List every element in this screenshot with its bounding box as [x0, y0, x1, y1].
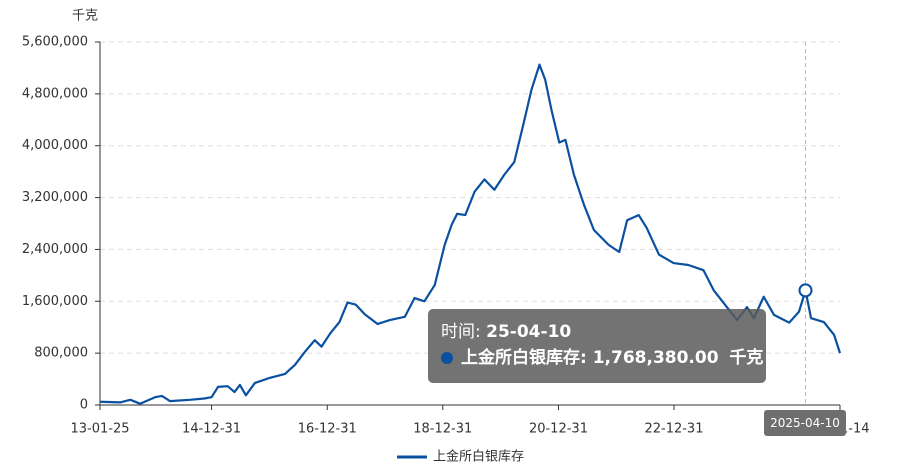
y-tick-label: 5,600,000: [22, 35, 88, 50]
tooltip: 时间: 25-04-10 上金所白银库存: 1,768,380.00 千克: [428, 309, 766, 383]
x-tick-label: 16-12-31: [298, 422, 357, 437]
x-tick-label: 20-12-31: [529, 422, 588, 437]
y-tick-label: 0: [80, 398, 88, 413]
tooltip-date: 25-04-10: [486, 322, 572, 342]
tooltip-x-label: 时间: [441, 322, 475, 342]
y-tick-label: 1,600,000: [22, 294, 88, 309]
series-line: [99, 63, 842, 405]
x-tick-label: 14-12-31: [182, 422, 241, 437]
tooltip-series: 上金所白银库存: [461, 348, 580, 368]
y-axis-unit: 千克: [72, 9, 98, 24]
hover-point: [798, 283, 813, 298]
y-tick-label: 2,400,000: [22, 242, 88, 257]
tooltip-unit: 千克: [729, 348, 764, 368]
y-tick-label: 3,200,000: [22, 190, 88, 205]
axis-pointer-label: 2025-04-10: [764, 410, 846, 436]
y-tick-label: 4,000,000: [22, 138, 88, 153]
y-tick-label: 4,800,000: [22, 86, 88, 101]
x-tick-label: 18-12-31: [413, 422, 472, 437]
tooltip-value: 1,768,380.00: [592, 348, 719, 368]
legend-label: 上金所白银库存: [433, 449, 524, 465]
x-tick-label: 13-01-25: [70, 422, 129, 437]
x-tick-label: 22-12-31: [644, 422, 703, 437]
y-tick-label: 800,000: [34, 346, 88, 361]
